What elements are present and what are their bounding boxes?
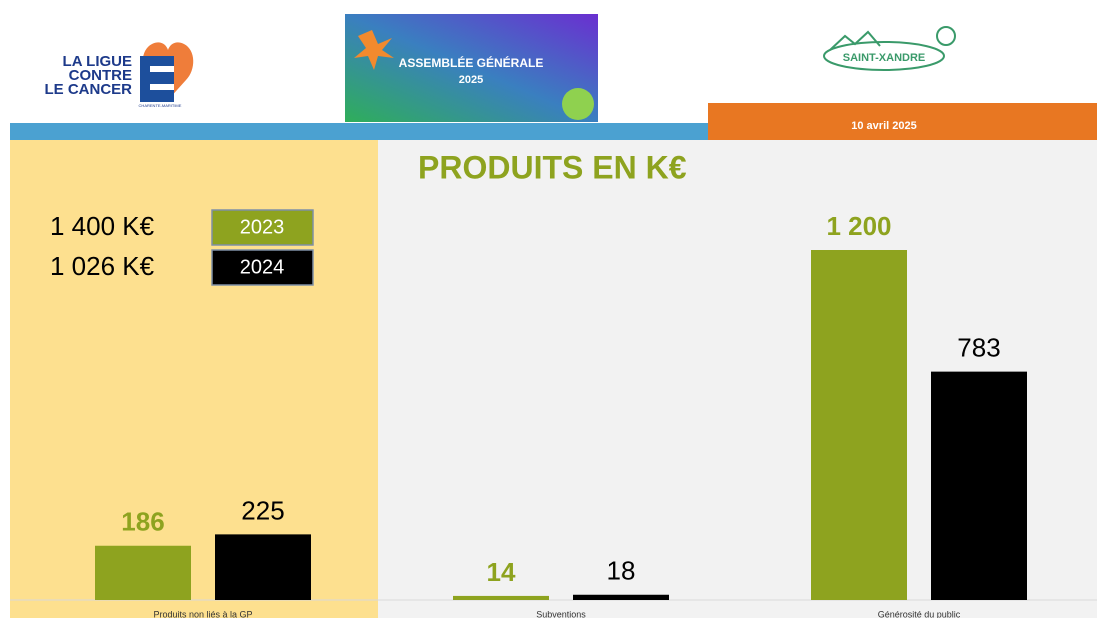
legend-swatch	[211, 249, 314, 286]
event-banner	[345, 14, 598, 122]
value-label: 18	[607, 556, 636, 586]
total-label: 1 400 K€	[50, 211, 155, 241]
logo-ellipse	[823, 41, 945, 71]
value-label: 186	[121, 507, 164, 537]
bar	[573, 594, 669, 600]
chart-title: PRODUITS EN K€	[418, 149, 687, 185]
bar	[931, 371, 1027, 600]
bar	[95, 545, 191, 600]
logo-right-text: SAINT-XANDRE	[843, 52, 926, 64]
logo-e-bar	[150, 66, 174, 72]
logo-e-bar	[150, 84, 174, 90]
event-title: ASSEMBLÉE GÉNÉRALE	[399, 55, 544, 70]
banner-burst	[562, 88, 594, 120]
legend-label: 2023	[240, 216, 285, 238]
blue-band	[10, 123, 708, 140]
left-panel	[10, 140, 378, 618]
logo-subtext: CHARENTE-MARITIME	[139, 103, 182, 108]
value-label: 225	[241, 495, 284, 525]
logo-right: SAINT-XANDRE	[823, 26, 956, 71]
chart: 1 400 K€ 2023 1 026 K€ 2024 Produits non lié…	[50, 209, 1027, 618]
legend-label: 2024	[240, 256, 285, 278]
date-band	[708, 103, 1097, 140]
value-label: 783	[957, 333, 1000, 363]
logo-text: LE CANCER	[44, 81, 132, 98]
category-label: Générosité du public	[878, 609, 961, 618]
category-label: Subventions	[536, 609, 586, 618]
logo-tree	[936, 26, 956, 46]
date: 10 avril 2025	[851, 120, 916, 132]
logo-left: LA LIGUE CONTRE LE CANCER CHARENTE-MARIT…	[44, 42, 194, 108]
logo-e	[140, 56, 174, 102]
value-label: 14	[487, 557, 516, 587]
bar	[811, 250, 907, 600]
bar	[215, 534, 311, 600]
logo-text: CONTRE	[69, 67, 132, 84]
banner-star	[354, 30, 394, 70]
logo-text: LA LIGUE	[63, 53, 132, 70]
total-label: 1 026 K€	[50, 251, 155, 281]
category-label: Produits non liés à la GP	[153, 609, 252, 618]
value-label: 1 200	[826, 211, 891, 241]
legend-swatch	[211, 209, 314, 246]
bar	[453, 595, 549, 600]
event-year: 2025	[459, 74, 483, 86]
